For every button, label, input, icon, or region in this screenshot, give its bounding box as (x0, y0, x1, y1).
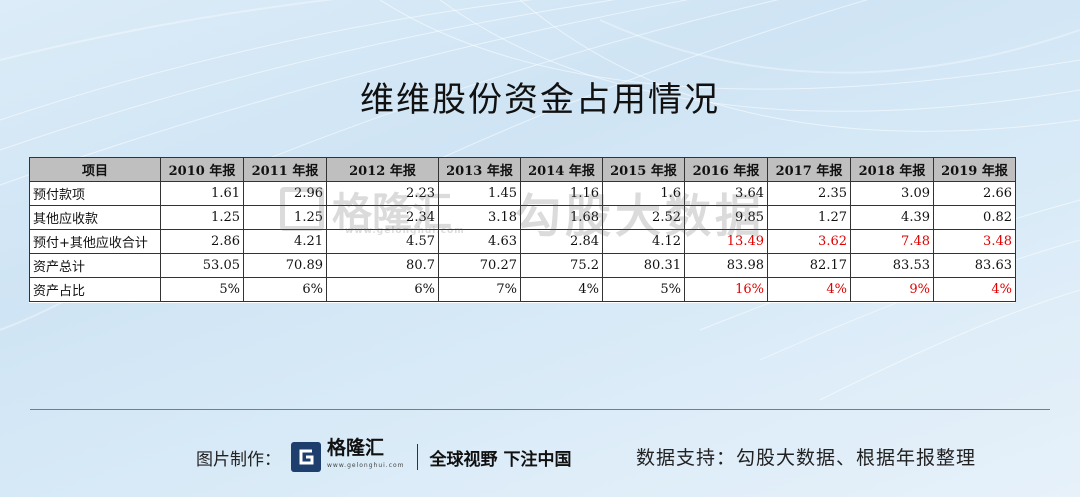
table-cell: 2.96 (243, 181, 327, 206)
header-year-5: 2014 年报 (520, 157, 603, 182)
slogan: 全球视野 下注中国 (429, 449, 572, 470)
table-cell: 1.27 (767, 205, 851, 230)
table-cell: 4.57 (326, 229, 439, 254)
table-cell: 4% (520, 277, 603, 302)
made-by-label: 图片制作： (196, 449, 281, 470)
page-title: 维维股份资金占用情况 (360, 80, 720, 120)
table-cell: 2.66 (933, 181, 1016, 206)
table-cell: 1.61 (160, 181, 244, 206)
table-row: 预付款项 1.61 2.96 2.23 1.45 1.16 1.6 3.64 2.35 3.09 2… (29, 181, 1016, 206)
table-cell: 80.7 (326, 253, 439, 278)
header-year-1: 2010 年报 (160, 157, 244, 182)
table-cell: 2.23 (326, 181, 439, 206)
table-cell: 75.2 (520, 253, 603, 278)
table-cell: 2.84 (520, 229, 603, 254)
header-year-10: 2019 年报 (933, 157, 1016, 182)
table-cell: 16% (684, 277, 768, 302)
table-cell: 6% (326, 277, 439, 302)
table-cell: 4.12 (602, 229, 685, 254)
table-cell: 82.17 (767, 253, 851, 278)
table-cell: 5% (160, 277, 244, 302)
table-cell: 1.68 (520, 205, 603, 230)
table-cell: 3.18 (438, 205, 521, 230)
table-cell: 3.64 (684, 181, 768, 206)
table-header-row: 项目 2010 年报 2011 年报 2012 年报 2013 年报 2014 年报 201… (29, 157, 1016, 182)
gelonghui-logo-icon (291, 442, 321, 472)
table-cell: 3.62 (767, 229, 851, 254)
footer-separator (416, 444, 418, 470)
logo-subtext: www.gelonghui.com (327, 462, 405, 469)
table-cell: 70.89 (243, 253, 327, 278)
table-cell: 70.27 (438, 253, 521, 278)
logo-text: 格隆汇 (327, 437, 385, 459)
data-table-container: 项目 2010 年报 2011 年报 2012 年报 2013 年报 2014 年报 201… (29, 157, 1016, 303)
table-cell: 83.53 (850, 253, 934, 278)
header-year-7: 2016 年报 (684, 157, 768, 182)
table-cell: 2.86 (160, 229, 244, 254)
row-label: 预付款项 (29, 181, 161, 206)
table-cell: 83.98 (684, 253, 768, 278)
header-year-9: 2018 年报 (850, 157, 934, 182)
table-cell: 83.63 (933, 253, 1016, 278)
table-cell: 53.05 (160, 253, 244, 278)
table-cell: 2.35 (767, 181, 851, 206)
table-cell: 80.31 (602, 253, 685, 278)
table-cell: 4.39 (850, 205, 934, 230)
header-year-2: 2011 年报 (243, 157, 327, 182)
table-cell: 4% (933, 277, 1016, 302)
row-label: 资产总计 (29, 253, 161, 278)
header-item: 项目 (29, 157, 161, 182)
table-cell: 7% (438, 277, 521, 302)
header-year-6: 2015 年报 (602, 157, 685, 182)
table-cell: 0.82 (933, 205, 1016, 230)
table-cell: 9% (850, 277, 934, 302)
table-row: 资产总计 53.05 70.89 80.7 70.27 75.2 80.31 83.98 82.… (29, 253, 1016, 278)
data-source: 数据支持：勾股大数据、根据年报整理 (636, 447, 977, 469)
row-label: 预付+其他应收合计 (29, 229, 161, 254)
table-cell: 9.85 (684, 205, 768, 230)
table-cell: 13.49 (684, 229, 768, 254)
table-cell: 4.21 (243, 229, 327, 254)
table-cell: 1.16 (520, 181, 603, 206)
table-row: 其他应收款 1.25 1.25 2.34 3.18 1.68 2.52 9.85 1.27 4.3… (29, 205, 1016, 230)
table-row: 预付+其他应收合计 2.86 4.21 4.57 4.63 2.84 4.12 13.49 3.… (29, 229, 1016, 254)
footer-credit: 图片制作： 格隆汇 www.gelonghui.com 全球视野 下注中国 (196, 439, 572, 475)
table-cell: 2.34 (326, 205, 439, 230)
table-cell: 4.63 (438, 229, 521, 254)
table-cell: 6% (243, 277, 327, 302)
table-cell: 1.6 (602, 181, 685, 206)
table-cell: 2.52 (602, 205, 685, 230)
header-year-4: 2013 年报 (438, 157, 521, 182)
header-year-3: 2012 年报 (326, 157, 439, 182)
funds-occupation-table: 项目 2010 年报 2011 年报 2012 年报 2013 年报 2014 年报 201… (29, 157, 1016, 302)
table-cell: 7.48 (850, 229, 934, 254)
table-row: 资产占比 5% 6% 6% 7% 4% 5% 16% 4% 9% 4% (29, 277, 1016, 302)
table-cell: 1.25 (243, 205, 327, 230)
table-cell: 1.45 (438, 181, 521, 206)
row-label: 资产占比 (29, 277, 161, 302)
table-cell: 3.48 (933, 229, 1016, 254)
table-cell: 4% (767, 277, 851, 302)
row-label: 其他应收款 (29, 205, 161, 230)
table-cell: 1.25 (160, 205, 244, 230)
logo-wordmark: 格隆汇 www.gelonghui.com (327, 439, 405, 475)
header-year-8: 2017 年报 (767, 157, 851, 182)
footer-divider (30, 409, 1050, 410)
table-cell: 3.09 (850, 181, 934, 206)
table-cell: 5% (602, 277, 685, 302)
